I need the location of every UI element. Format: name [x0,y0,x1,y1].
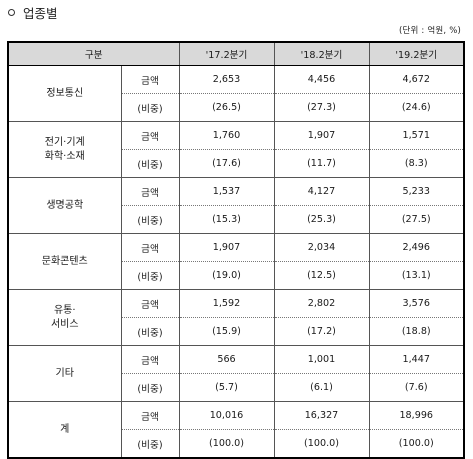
category-label-line1: 유통· [53,304,76,316]
ratio-value: (13.1) [369,261,465,290]
table-row-ratio: (비중) (17.6) (11.7) (8.3) [8,149,465,178]
ratio-value: (8.3) [369,149,465,178]
ratio-value: (18.8) [369,317,465,346]
amount-label: 금액 [121,401,180,430]
header-category: 구분 [7,41,180,66]
industry-investment-table: 구분 '17.2분기 '18.2분기 '19.2분기 정보통신 금액 2,653 4,… [7,41,465,459]
category-cell: 문화콘텐츠 [7,233,122,290]
amount-value: 1,571 [369,121,465,150]
amount-value: 1,447 [369,345,465,374]
amount-value: 5,233 [369,177,465,206]
amount-value: 2,653 [179,65,275,94]
ratio-label: (비중) [121,429,180,459]
amount-label: 금액 [121,289,180,318]
ratio-label: (비중) [121,373,180,402]
section-title: 업종별 [23,5,58,21]
table-row-amount: 생명공학 금액 1,537 4,127 5,233 [7,177,465,234]
category-cell: 유통· 서비스 [7,289,122,346]
category-label-line1: 문화콘텐츠 [41,255,88,267]
header-q18: '18.2분기 [273,41,370,66]
amount-value: 4,127 [274,177,370,206]
ratio-value: (100.0) [179,429,275,459]
amount-value: 3,576 [369,289,465,318]
circle-bullet-icon [8,8,15,16]
ratio-value: (15.3) [179,205,275,234]
table-row-amount: 계 금액 10,016 16,327 18,996 [7,401,465,459]
amount-value: 10,016 [179,401,275,430]
amount-value: 1,592 [179,289,275,318]
ratio-value: (25.3) [274,205,370,234]
ratio-value: (12.5) [274,261,370,290]
category-cell: 계 [7,401,122,459]
ratio-value: (5.7) [179,373,275,402]
ratio-value: (15.9) [179,317,275,346]
ratio-value: (100.0) [369,429,465,459]
section-heading: 업종별 [8,3,58,21]
amount-value: 18,996 [369,401,465,430]
category-label-line1: 생명공학 [46,199,84,211]
amount-label: 금액 [121,345,180,374]
category-cell: 정보통신 [7,65,122,122]
category-label-line2: 화학·소재 [44,150,85,162]
ratio-label: (비중) [121,93,180,122]
table-row-ratio: (비중) (26.5) (27.3) (24.6) [8,93,465,122]
amount-value: 4,672 [369,65,465,94]
table-row-ratio: (비중) (15.9) (17.2) (18.8) [8,317,465,346]
ratio-value: (24.6) [369,93,465,122]
ratio-value: (100.0) [274,429,370,459]
amount-value: 1,537 [179,177,275,206]
amount-value: 1,001 [274,345,370,374]
category-cell: 생명공학 [7,177,122,234]
amount-value: 2,496 [369,233,465,262]
table-row-amount: 유통· 서비스 금액 1,592 2,802 3,576 [7,289,465,346]
ratio-value: (11.7) [274,149,370,178]
ratio-value: (17.2) [274,317,370,346]
ratio-value: (27.5) [369,205,465,234]
category-label-line2: 서비스 [50,318,79,330]
category-cell: 기타 [7,345,122,402]
amount-label: 금액 [121,233,180,262]
category-label-line1: 정보통신 [46,87,84,99]
amount-value: 2,802 [274,289,370,318]
ratio-label: (비중) [121,149,180,178]
table-body: 정보통신 금액 2,653 4,456 4,672 (비중) (26.5) (27.3) (24… [7,65,465,459]
unit-note: (단위 : 억원, %) [398,26,461,36]
category-label-line1: 기타 [55,367,74,379]
ratio-value: (17.6) [179,149,275,178]
table-row-ratio: (비중) (5.7) (6.1) (7.6) [8,373,465,402]
header-q19: '19.2분기 [368,41,465,66]
category-label-line1: 전기·기계 [44,136,85,148]
ratio-value: (7.6) [369,373,465,402]
ratio-value: (26.5) [179,93,275,122]
table-row-ratio: (비중) (19.0) (12.5) (13.1) [8,261,465,290]
amount-label: 금액 [121,65,180,94]
amount-value: 16,327 [274,401,370,430]
ratio-value: (6.1) [274,373,370,402]
header-q17: '17.2분기 [178,41,275,66]
category-label-line1: 계 [60,423,70,435]
table-row-ratio: (비중) (15.3) (25.3) (27.5) [8,205,465,234]
table-row-amount: 정보통신 금액 2,653 4,456 4,672 [7,65,465,122]
ratio-value: (27.3) [274,93,370,122]
amount-value: 1,907 [179,233,275,262]
table-row-amount: 기타 금액 566 1,001 1,447 [7,345,465,402]
ratio-value: (19.0) [179,261,275,290]
amount-value: 1,760 [179,121,275,150]
amount-label: 금액 [121,121,180,150]
table-row-amount: 문화콘텐츠 금액 1,907 2,034 2,496 [7,233,465,290]
amount-value: 4,456 [274,65,370,94]
ratio-label: (비중) [121,205,180,234]
amount-value: 566 [179,345,275,374]
ratio-label: (비중) [121,261,180,290]
table-row-amount: 전기·기계 화학·소재 금액 1,760 1,907 1,571 [7,121,465,178]
amount-value: 1,907 [274,121,370,150]
ratio-label: (비중) [121,317,180,346]
amount-label: 금액 [121,177,180,206]
table-header-row: 구분 '17.2분기 '18.2분기 '19.2분기 [7,41,465,66]
amount-value: 2,034 [274,233,370,262]
